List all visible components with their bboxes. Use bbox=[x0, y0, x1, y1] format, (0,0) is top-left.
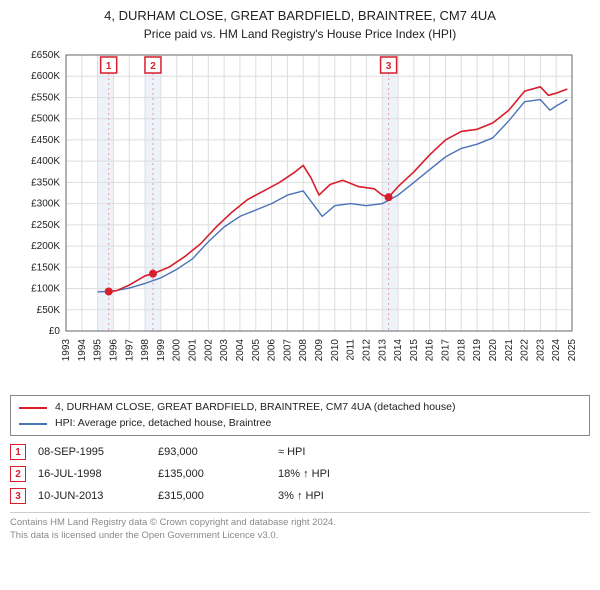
page-title: 4, DURHAM CLOSE, GREAT BARDFIELD, BRAINT… bbox=[10, 8, 590, 25]
svg-text:1993: 1993 bbox=[61, 338, 72, 361]
transaction-hpi_rel: 3% ↑ HPI bbox=[278, 490, 398, 502]
transaction-price: £93,000 bbox=[158, 446, 278, 458]
svg-text:£100K: £100K bbox=[31, 283, 60, 294]
transaction-hpi_rel: 18% ↑ HPI bbox=[278, 468, 398, 480]
svg-text:2006: 2006 bbox=[267, 338, 278, 361]
svg-text:£200K: £200K bbox=[31, 241, 60, 252]
transaction-marker: 2 bbox=[10, 466, 26, 482]
svg-text:2020: 2020 bbox=[488, 338, 499, 361]
legend-swatch-hpi bbox=[19, 423, 47, 425]
footer: Contains HM Land Registry data © Crown c… bbox=[10, 512, 590, 543]
legend-swatch-property bbox=[19, 407, 47, 409]
legend-row-hpi: HPI: Average price, detached house, Brai… bbox=[19, 416, 581, 432]
svg-text:2002: 2002 bbox=[203, 338, 214, 361]
svg-text:2007: 2007 bbox=[282, 338, 293, 361]
svg-text:2013: 2013 bbox=[377, 338, 388, 361]
transactions-table: 1 08-SEP-1995£93,000≈ HPI 2 16-JUL-1998£135… bbox=[10, 444, 590, 504]
svg-text:2001: 2001 bbox=[188, 338, 199, 361]
svg-text:2012: 2012 bbox=[361, 338, 372, 361]
transaction-date: 16-JUL-1998 bbox=[38, 468, 158, 480]
legend-row-property: 4, DURHAM CLOSE, GREAT BARDFIELD, BRAINT… bbox=[19, 400, 581, 416]
svg-text:£0: £0 bbox=[49, 326, 61, 337]
footer-line-1: Contains HM Land Registry data © Crown c… bbox=[10, 517, 590, 530]
transaction-marker: 3 bbox=[10, 488, 26, 504]
svg-text:2025: 2025 bbox=[567, 338, 578, 361]
transaction-date: 08-SEP-1995 bbox=[38, 446, 158, 458]
svg-text:2010: 2010 bbox=[330, 338, 341, 361]
svg-text:2023: 2023 bbox=[535, 338, 546, 361]
svg-text:1999: 1999 bbox=[156, 338, 167, 361]
svg-text:2004: 2004 bbox=[235, 338, 246, 361]
svg-text:3: 3 bbox=[386, 61, 392, 72]
svg-text:£350K: £350K bbox=[31, 177, 60, 188]
svg-text:2009: 2009 bbox=[314, 338, 325, 361]
svg-text:£150K: £150K bbox=[31, 262, 60, 273]
chart-page: 4, DURHAM CLOSE, GREAT BARDFIELD, BRAINT… bbox=[0, 0, 600, 590]
legend-label-property: 4, DURHAM CLOSE, GREAT BARDFIELD, BRAINT… bbox=[55, 400, 456, 416]
footer-line-2: This data is licensed under the Open Gov… bbox=[10, 530, 590, 543]
svg-text:£600K: £600K bbox=[31, 71, 60, 82]
transaction-price: £315,000 bbox=[158, 490, 278, 502]
svg-text:2024: 2024 bbox=[551, 338, 562, 361]
svg-text:2003: 2003 bbox=[219, 338, 230, 361]
transaction-price: £135,000 bbox=[158, 468, 278, 480]
svg-text:2000: 2000 bbox=[172, 338, 183, 361]
svg-text:1998: 1998 bbox=[140, 338, 151, 361]
svg-text:£550K: £550K bbox=[31, 92, 60, 103]
page-subtitle: Price paid vs. HM Land Registry's House … bbox=[10, 27, 590, 41]
svg-text:£650K: £650K bbox=[31, 50, 60, 61]
svg-text:2019: 2019 bbox=[472, 338, 483, 361]
transaction-marker: 1 bbox=[10, 444, 26, 460]
svg-text:2014: 2014 bbox=[393, 338, 404, 361]
svg-text:1: 1 bbox=[106, 61, 112, 72]
svg-text:£400K: £400K bbox=[31, 156, 60, 167]
price-chart: £0 £50K £100K £150K £200K £250K £300K £350K £400… bbox=[10, 47, 590, 387]
svg-text:2017: 2017 bbox=[441, 338, 452, 361]
svg-text:£450K: £450K bbox=[31, 135, 60, 146]
chart-svg: £0 £50K £100K £150K £200K £250K £300K £350K £400… bbox=[20, 47, 580, 377]
transaction-date: 10-JUN-2013 bbox=[38, 490, 158, 502]
legend: 4, DURHAM CLOSE, GREAT BARDFIELD, BRAINT… bbox=[10, 395, 590, 437]
svg-text:2: 2 bbox=[150, 61, 156, 72]
svg-text:£500K: £500K bbox=[31, 114, 60, 125]
svg-text:2018: 2018 bbox=[456, 338, 467, 361]
svg-text:£300K: £300K bbox=[31, 199, 60, 210]
svg-text:2022: 2022 bbox=[520, 338, 531, 361]
transaction-hpi_rel: ≈ HPI bbox=[278, 446, 398, 458]
svg-text:2021: 2021 bbox=[504, 338, 515, 361]
svg-text:£250K: £250K bbox=[31, 220, 60, 231]
svg-text:2005: 2005 bbox=[251, 338, 262, 361]
svg-text:1995: 1995 bbox=[93, 338, 104, 361]
svg-text:1994: 1994 bbox=[77, 338, 88, 361]
svg-text:2011: 2011 bbox=[346, 338, 357, 360]
svg-text:2015: 2015 bbox=[409, 338, 420, 361]
svg-text:2008: 2008 bbox=[298, 338, 309, 361]
svg-text:2016: 2016 bbox=[425, 338, 436, 361]
svg-text:1997: 1997 bbox=[124, 338, 135, 361]
svg-text:£50K: £50K bbox=[37, 305, 61, 316]
legend-label-hpi: HPI: Average price, detached house, Brai… bbox=[55, 416, 271, 432]
svg-text:1996: 1996 bbox=[108, 338, 119, 361]
